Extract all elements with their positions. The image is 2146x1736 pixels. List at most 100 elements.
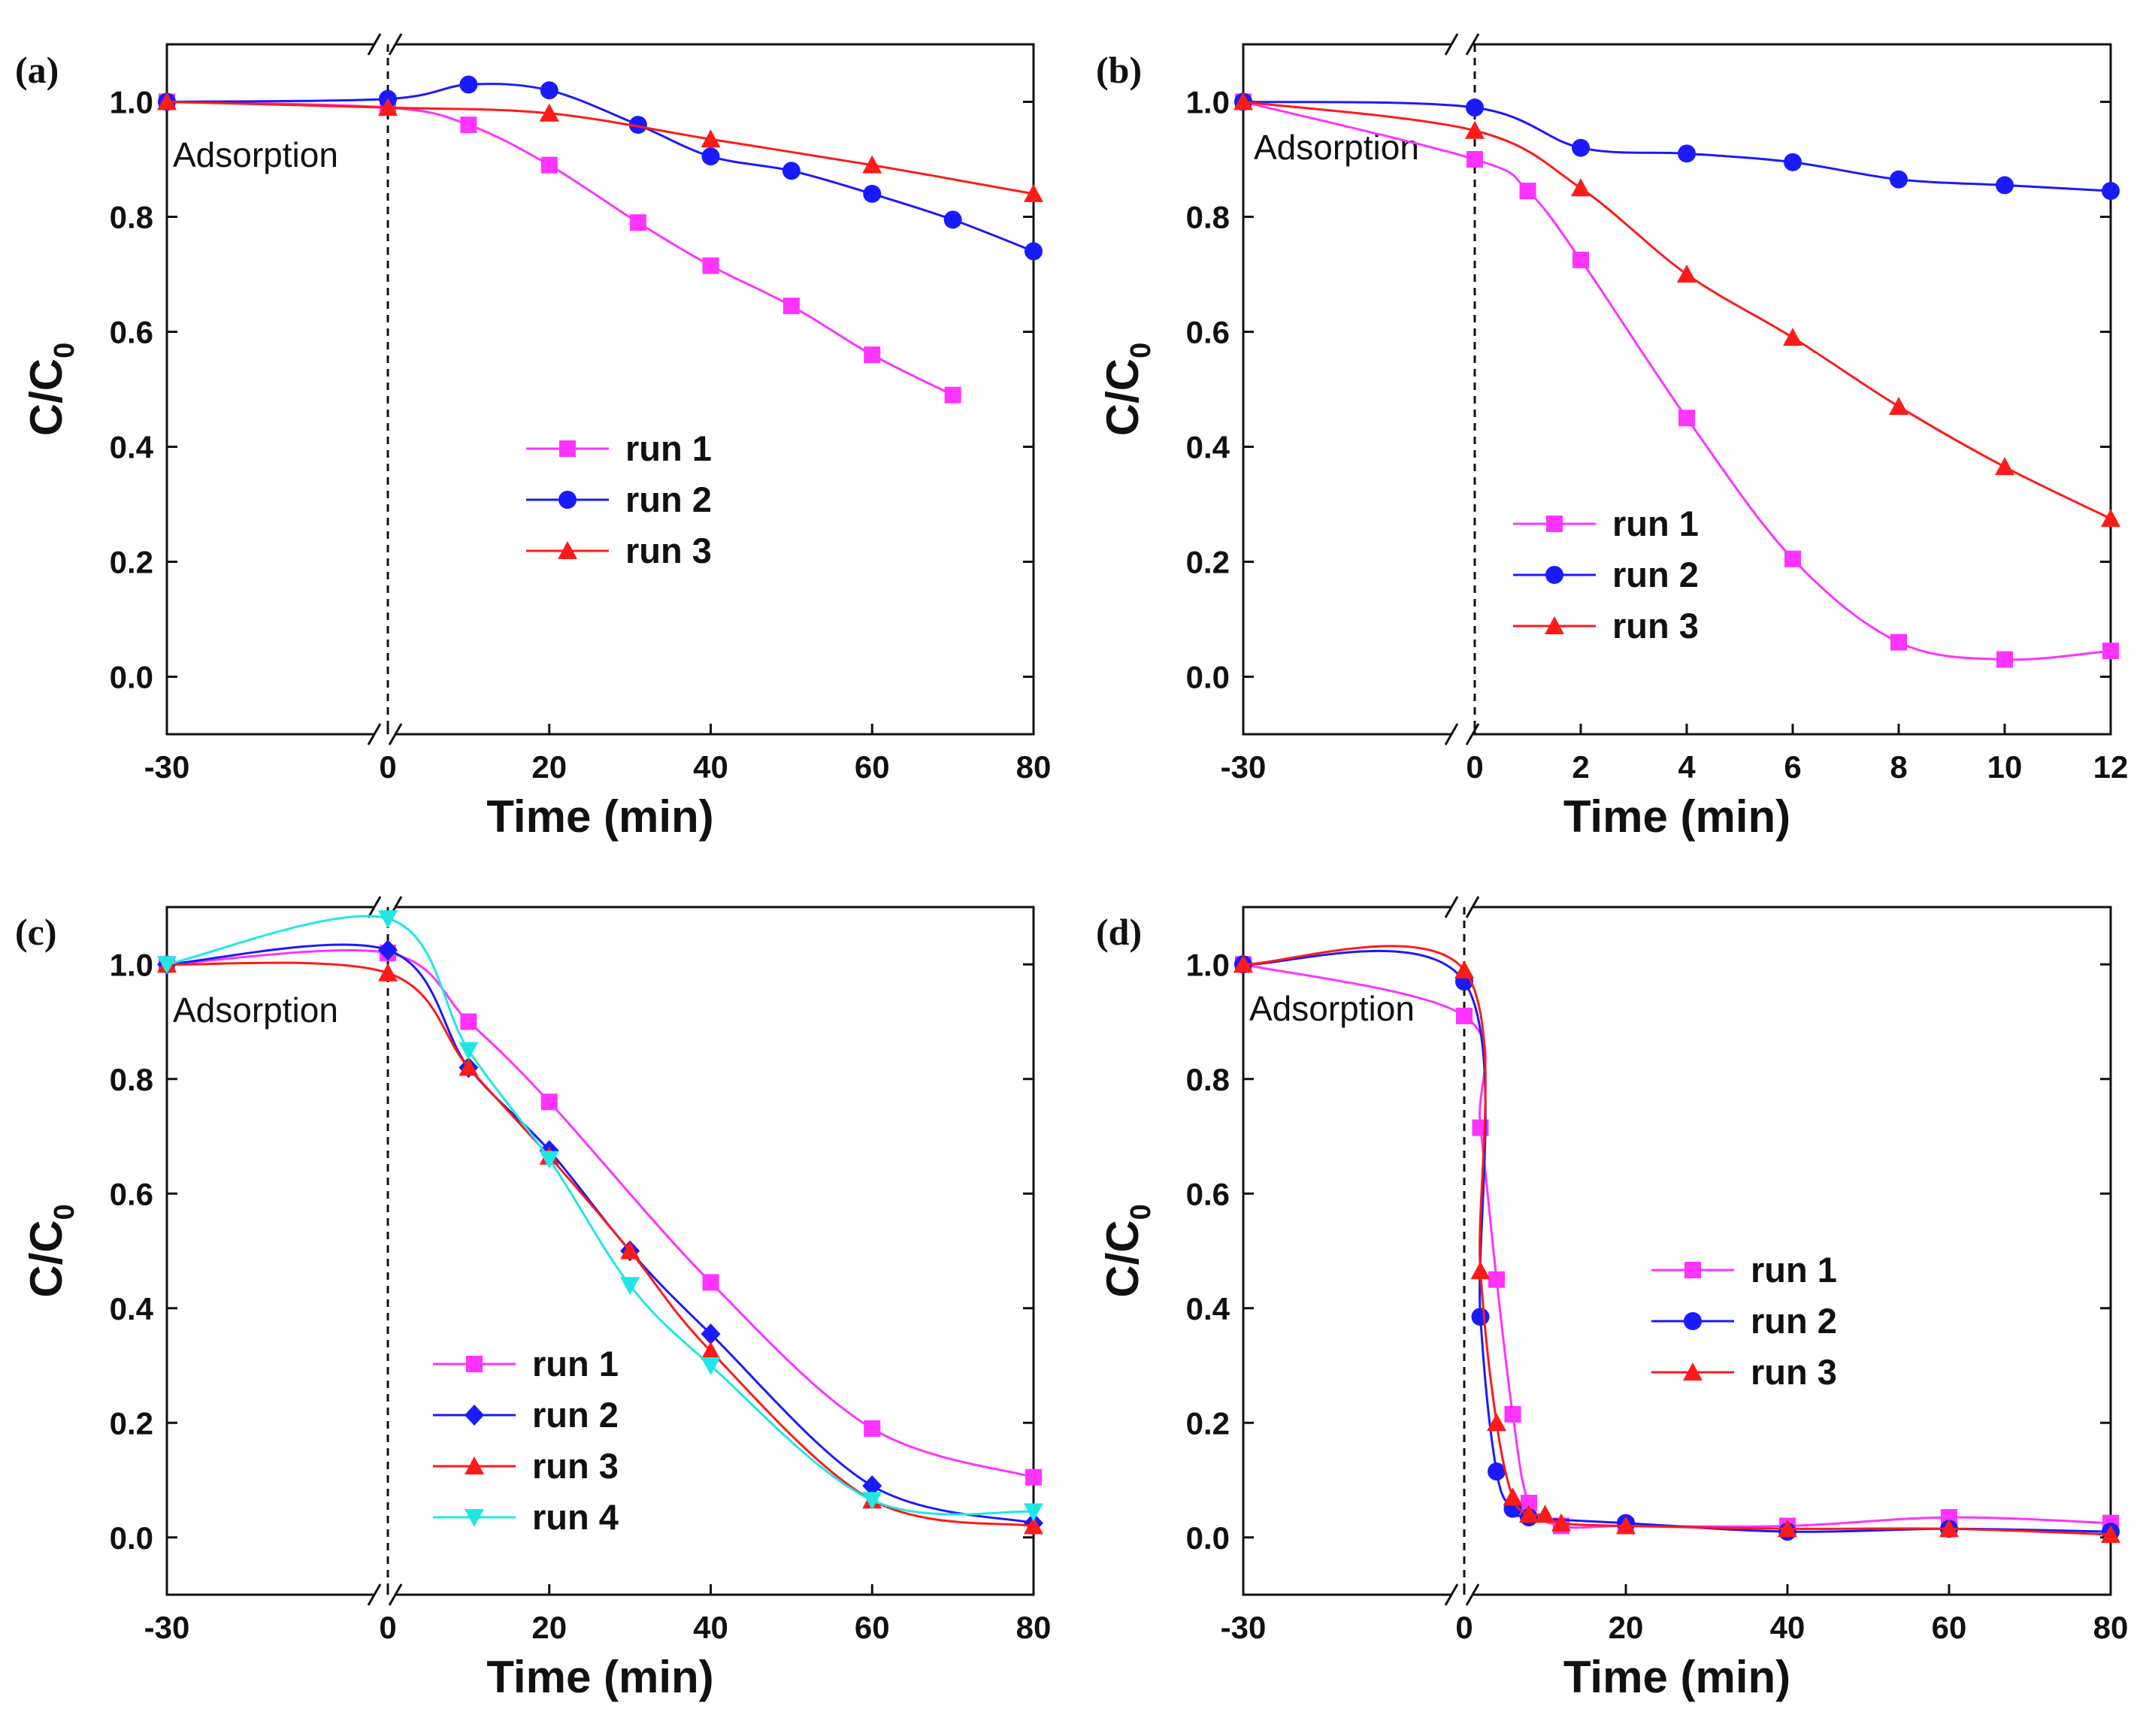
- axis-break-mark: [1444, 33, 1459, 56]
- data-point: [157, 92, 177, 110]
- legend-label: run 3: [532, 1446, 619, 1486]
- x-tick-label: 0: [1466, 749, 1483, 785]
- data-point: [1571, 178, 1591, 197]
- legend-marker: [466, 1356, 483, 1372]
- data-point: [1890, 170, 1908, 189]
- data-point: [378, 939, 398, 961]
- x-tick-label: 20: [531, 1610, 567, 1645]
- legend-marker: [1545, 616, 1564, 634]
- data-point: [540, 156, 558, 174]
- axis-break-mark: [1465, 1583, 1480, 1606]
- data-point: [701, 1357, 721, 1375]
- x-tick-label: 40: [693, 1610, 728, 1645]
- y-axis-title: C/C0: [21, 343, 80, 436]
- data-point: [378, 98, 398, 116]
- data-point: [539, 1151, 559, 1169]
- axis-break-mark: [367, 723, 382, 746]
- data-point: [1487, 1413, 1506, 1432]
- data-point: [460, 116, 477, 134]
- axis-break-mark: [388, 1583, 403, 1606]
- series-run-2: [1234, 92, 2120, 201]
- data-point: [701, 1341, 721, 1359]
- data-point: [539, 103, 559, 122]
- y-tick-label: 0.8: [1186, 1062, 1230, 1097]
- data-point: [1572, 251, 1589, 268]
- x-tick-label: -30: [1221, 749, 1267, 785]
- data-point: [1519, 183, 1536, 200]
- data-point: [620, 1241, 640, 1260]
- data-point: [1519, 1505, 1539, 1523]
- data-point: [1504, 1405, 1521, 1423]
- y-tick-label: 0.0: [1186, 660, 1230, 695]
- data-point: [378, 963, 398, 981]
- y-tick-label: 0.4: [110, 430, 154, 465]
- y-tick-label: 0.6: [110, 315, 153, 350]
- axis-break-gap: [374, 41, 395, 47]
- data-point: [157, 956, 177, 975]
- series-run-1: [1235, 93, 2119, 668]
- data-point: [1233, 954, 1253, 973]
- series-run-3: [1233, 92, 2120, 528]
- data-point: [701, 147, 720, 166]
- x-tick-label: -30: [1221, 1610, 1267, 1645]
- x-tick-label: 80: [2093, 1610, 2129, 1645]
- adsorption-annotation: Adsorption: [1254, 128, 1419, 167]
- axis-break-mark: [1465, 896, 1480, 918]
- data-point: [2101, 509, 2120, 528]
- data-point: [2101, 1524, 2120, 1543]
- x-tick-label: 60: [855, 1610, 890, 1645]
- legend-label: run 3: [1751, 1352, 1837, 1392]
- data-point: [944, 386, 961, 404]
- panel-label: (d): [1096, 911, 1142, 953]
- series-line: [1243, 101, 2111, 192]
- axis-break-mark: [1444, 1583, 1459, 1606]
- plot-frame: [165, 906, 1035, 1596]
- data-point: [862, 1492, 882, 1511]
- data-point: [1025, 1468, 1042, 1486]
- data-point: [1572, 138, 1590, 157]
- y-tick-label: 0.2: [1186, 1405, 1230, 1441]
- data-point: [459, 1042, 479, 1060]
- legend-marker: [465, 1509, 484, 1527]
- data-point: [1024, 1516, 1043, 1535]
- data-point: [1488, 1462, 1506, 1481]
- data-point: [1454, 960, 1474, 978]
- data-point: [702, 257, 719, 274]
- axis-break-gap: [1451, 1592, 1473, 1598]
- legend-marker: [1684, 1262, 1701, 1278]
- legend-marker: [1545, 566, 1563, 584]
- data-point: [1465, 120, 1485, 139]
- legend-marker: [558, 541, 577, 559]
- data-point: [1025, 242, 1043, 261]
- x-tick-label: 80: [1016, 1610, 1052, 1645]
- y-tick-label: 0.0: [110, 660, 153, 695]
- data-point: [1470, 1261, 1491, 1280]
- x-tick-label: 60: [855, 749, 890, 785]
- data-point: [862, 1475, 882, 1497]
- legend-marker: [465, 1456, 484, 1474]
- panel-d: 0.0 0.2 0.4 0.6 0.8 1.0 -30 0 20 40 60 80 Time (min)…: [1096, 896, 2129, 1702]
- series-line: [166, 943, 1034, 1525]
- panel-label: (b): [1096, 49, 1142, 91]
- series-line: [1243, 963, 2111, 1529]
- x-axis-title: Time (min): [486, 1652, 713, 1702]
- series-line: [166, 961, 1034, 1527]
- data-point: [1535, 1505, 1555, 1523]
- y-tick-label: 0.8: [1186, 200, 1230, 235]
- axis-break-mark: [367, 1583, 382, 1606]
- legend-marker: [558, 491, 577, 509]
- data-point: [702, 1274, 719, 1291]
- adsorption-annotation: Adsorption: [173, 135, 338, 174]
- y-tick-label: 0.2: [110, 1405, 153, 1441]
- panel-label: (a): [15, 49, 59, 91]
- data-point: [1456, 1007, 1473, 1024]
- legend-label: run 1: [532, 1344, 619, 1384]
- data-point: [1677, 265, 1697, 283]
- data-point: [1488, 1271, 1505, 1288]
- data-point: [1784, 153, 1802, 171]
- y-tick-label: 0.4: [110, 1291, 154, 1326]
- x-tick-label: 0: [1455, 1610, 1473, 1645]
- data-point: [1996, 651, 2013, 668]
- legend-label: run 3: [1612, 606, 1699, 646]
